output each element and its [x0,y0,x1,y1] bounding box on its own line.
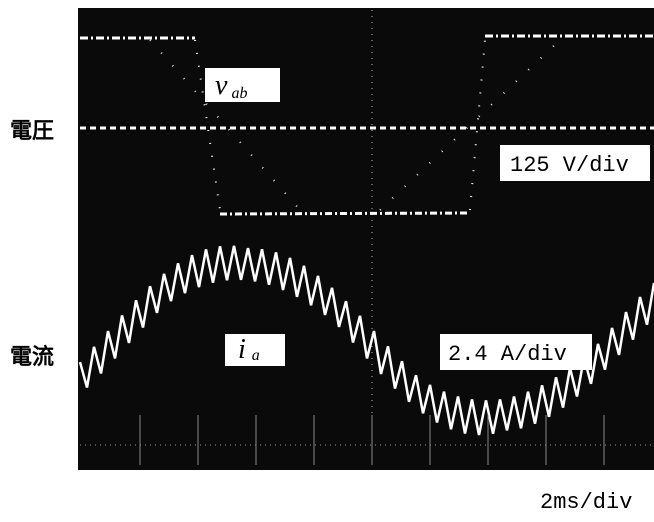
subscript: a [252,347,260,364]
oscilloscope-figure: 電圧 電流 vab 125 V/div ia 2.4 A/div 2ms/div [0,0,654,522]
voltage-label: 電圧 [10,119,54,144]
screen [78,8,654,470]
time-scale: 2ms/div [540,490,632,515]
symbol: i [238,334,246,365]
symbol: v [215,70,228,101]
current-label: 電流 [10,344,54,370]
current-scale: 2.4 A/div [448,342,567,367]
voltage-scale: 125 V/div [510,153,629,178]
subscript: ab [231,85,247,102]
